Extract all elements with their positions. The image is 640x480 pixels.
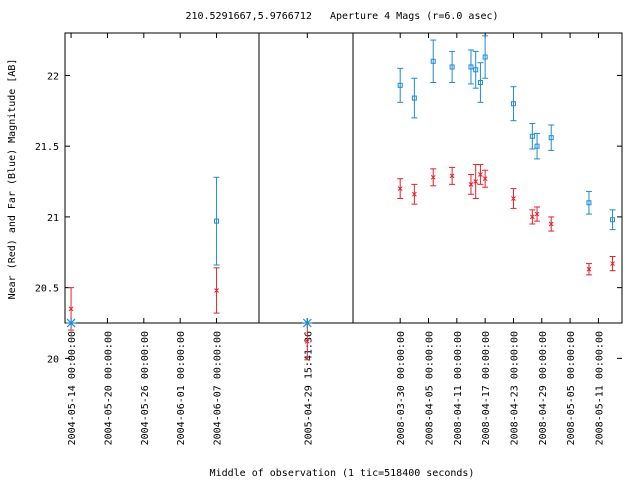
- x-tick-label: 2008-04-17 00:00:00: [481, 331, 492, 445]
- near-red-point: [213, 267, 220, 314]
- x-tick-label: 2008-05-05 00:00:00: [566, 331, 577, 445]
- y-tick-label: 21.5: [35, 142, 59, 153]
- x-marker: [397, 186, 403, 191]
- x-tick-label: 2004-06-07 00:00:00: [213, 331, 224, 445]
- far-blue-point: [397, 67, 404, 103]
- square-marker: [430, 58, 436, 64]
- square-marker: [510, 101, 516, 107]
- y-axis-label: Near (Red) and Far (Blue) Magnitude [AB]: [7, 59, 18, 300]
- square-marker: [411, 95, 417, 101]
- square-marker: [610, 217, 616, 223]
- star-stroke: [66, 318, 76, 328]
- x-marker: [214, 288, 219, 293]
- far-blue-point: [548, 124, 555, 151]
- near-red-point: [510, 188, 517, 209]
- y-tick-label: 22: [47, 71, 59, 82]
- x-marker: [68, 306, 74, 312]
- x-marker: [411, 191, 417, 197]
- x-marker: [534, 211, 540, 217]
- x-tick-label: 2008-04-05 00:00:00: [425, 331, 436, 445]
- x-tick-label: 2008-04-11 00:00:00: [453, 331, 464, 445]
- far-blue-point: [482, 35, 489, 79]
- square-marker: [477, 80, 483, 86]
- far-blue-point: [430, 39, 437, 84]
- chart-title: 210.5291667,5.9766712 Aperture 4 Mags (r…: [185, 11, 498, 22]
- y-tick-label: 21: [47, 213, 59, 224]
- square-marker: [548, 135, 554, 141]
- far-blue-point: [467, 49, 474, 85]
- baseline-star-marker: [66, 318, 77, 328]
- x-tick-label: 2008-05-11 00:00:00: [594, 331, 605, 445]
- data-points: [66, 35, 616, 361]
- x-marker: [586, 266, 592, 272]
- plot-border: [64, 32, 623, 324]
- near-red-point: [449, 166, 456, 185]
- near-red-point: [529, 209, 536, 225]
- x-marker: [304, 339, 310, 344]
- near-red-point: [482, 169, 489, 188]
- far-blue-point: [213, 176, 220, 266]
- near-red-point: [585, 263, 592, 276]
- square-marker: [482, 54, 488, 60]
- square-marker: [468, 64, 474, 70]
- x-marker: [529, 214, 535, 220]
- x-marker: [430, 174, 436, 180]
- far-blue-point: [449, 50, 456, 84]
- square-marker: [529, 133, 535, 139]
- y-tick-label: 20.5: [35, 284, 59, 295]
- far-blue-point: [472, 50, 479, 89]
- x-marker: [473, 179, 479, 184]
- x-marker: [482, 176, 488, 182]
- near-red-point: [534, 206, 541, 222]
- x-marker: [478, 172, 483, 177]
- x-marker: [449, 173, 455, 179]
- x-tick-label: 2005-04-29 15:41:36: [303, 331, 314, 445]
- x-tick-label: 2004-05-26 00:00:00: [140, 331, 151, 445]
- far-blue-point: [534, 132, 541, 160]
- far-blue-point: [411, 77, 418, 119]
- x-axis-label: Middle of observation (1 tic=518400 seco…: [210, 468, 475, 479]
- plot-frame: [64, 32, 623, 324]
- near-red-point: [430, 168, 437, 187]
- near-red-point: [548, 216, 555, 232]
- x-axis-ticks: 2004-05-14 00:00:00 2004-05-20 00:00:00 20…: [67, 33, 605, 445]
- near-red-point: [477, 164, 484, 185]
- square-marker: [214, 218, 220, 224]
- x-tick-label: 2004-06-01 00:00:00: [176, 331, 187, 445]
- x-tick-label: 2008-04-23 00:00:00: [509, 331, 520, 445]
- near-red-point: [411, 183, 418, 205]
- far-blue-point: [585, 190, 592, 215]
- far-blue-point: [609, 209, 616, 231]
- near-red-point: [397, 178, 404, 200]
- y-tick-label: 20: [47, 354, 59, 365]
- near-red-point: [472, 164, 479, 200]
- x-marker: [511, 196, 516, 201]
- near-red-point: [467, 173, 474, 195]
- far-blue-point: [477, 62, 484, 103]
- far-blue-point: [510, 86, 517, 122]
- near-red-point: [609, 256, 616, 272]
- far-blue-point: [529, 123, 536, 150]
- square-marker: [449, 64, 455, 70]
- x-marker: [548, 221, 554, 227]
- x-marker: [468, 182, 474, 187]
- x-tick-label: 2008-04-29 00:00:00: [538, 331, 549, 445]
- square-marker: [397, 82, 403, 88]
- star-stroke: [302, 318, 312, 328]
- baseline-star-marker: [302, 318, 313, 328]
- x-tick-label: 2008-03-30 00:00:00: [396, 331, 407, 445]
- square-marker: [534, 143, 540, 149]
- x-marker: [610, 261, 615, 266]
- square-marker: [473, 67, 479, 73]
- x-tick-label: 2004-05-20 00:00:00: [103, 331, 114, 445]
- x-tick-label: 2004-05-14 00:00:00: [67, 331, 78, 445]
- square-marker: [586, 200, 592, 206]
